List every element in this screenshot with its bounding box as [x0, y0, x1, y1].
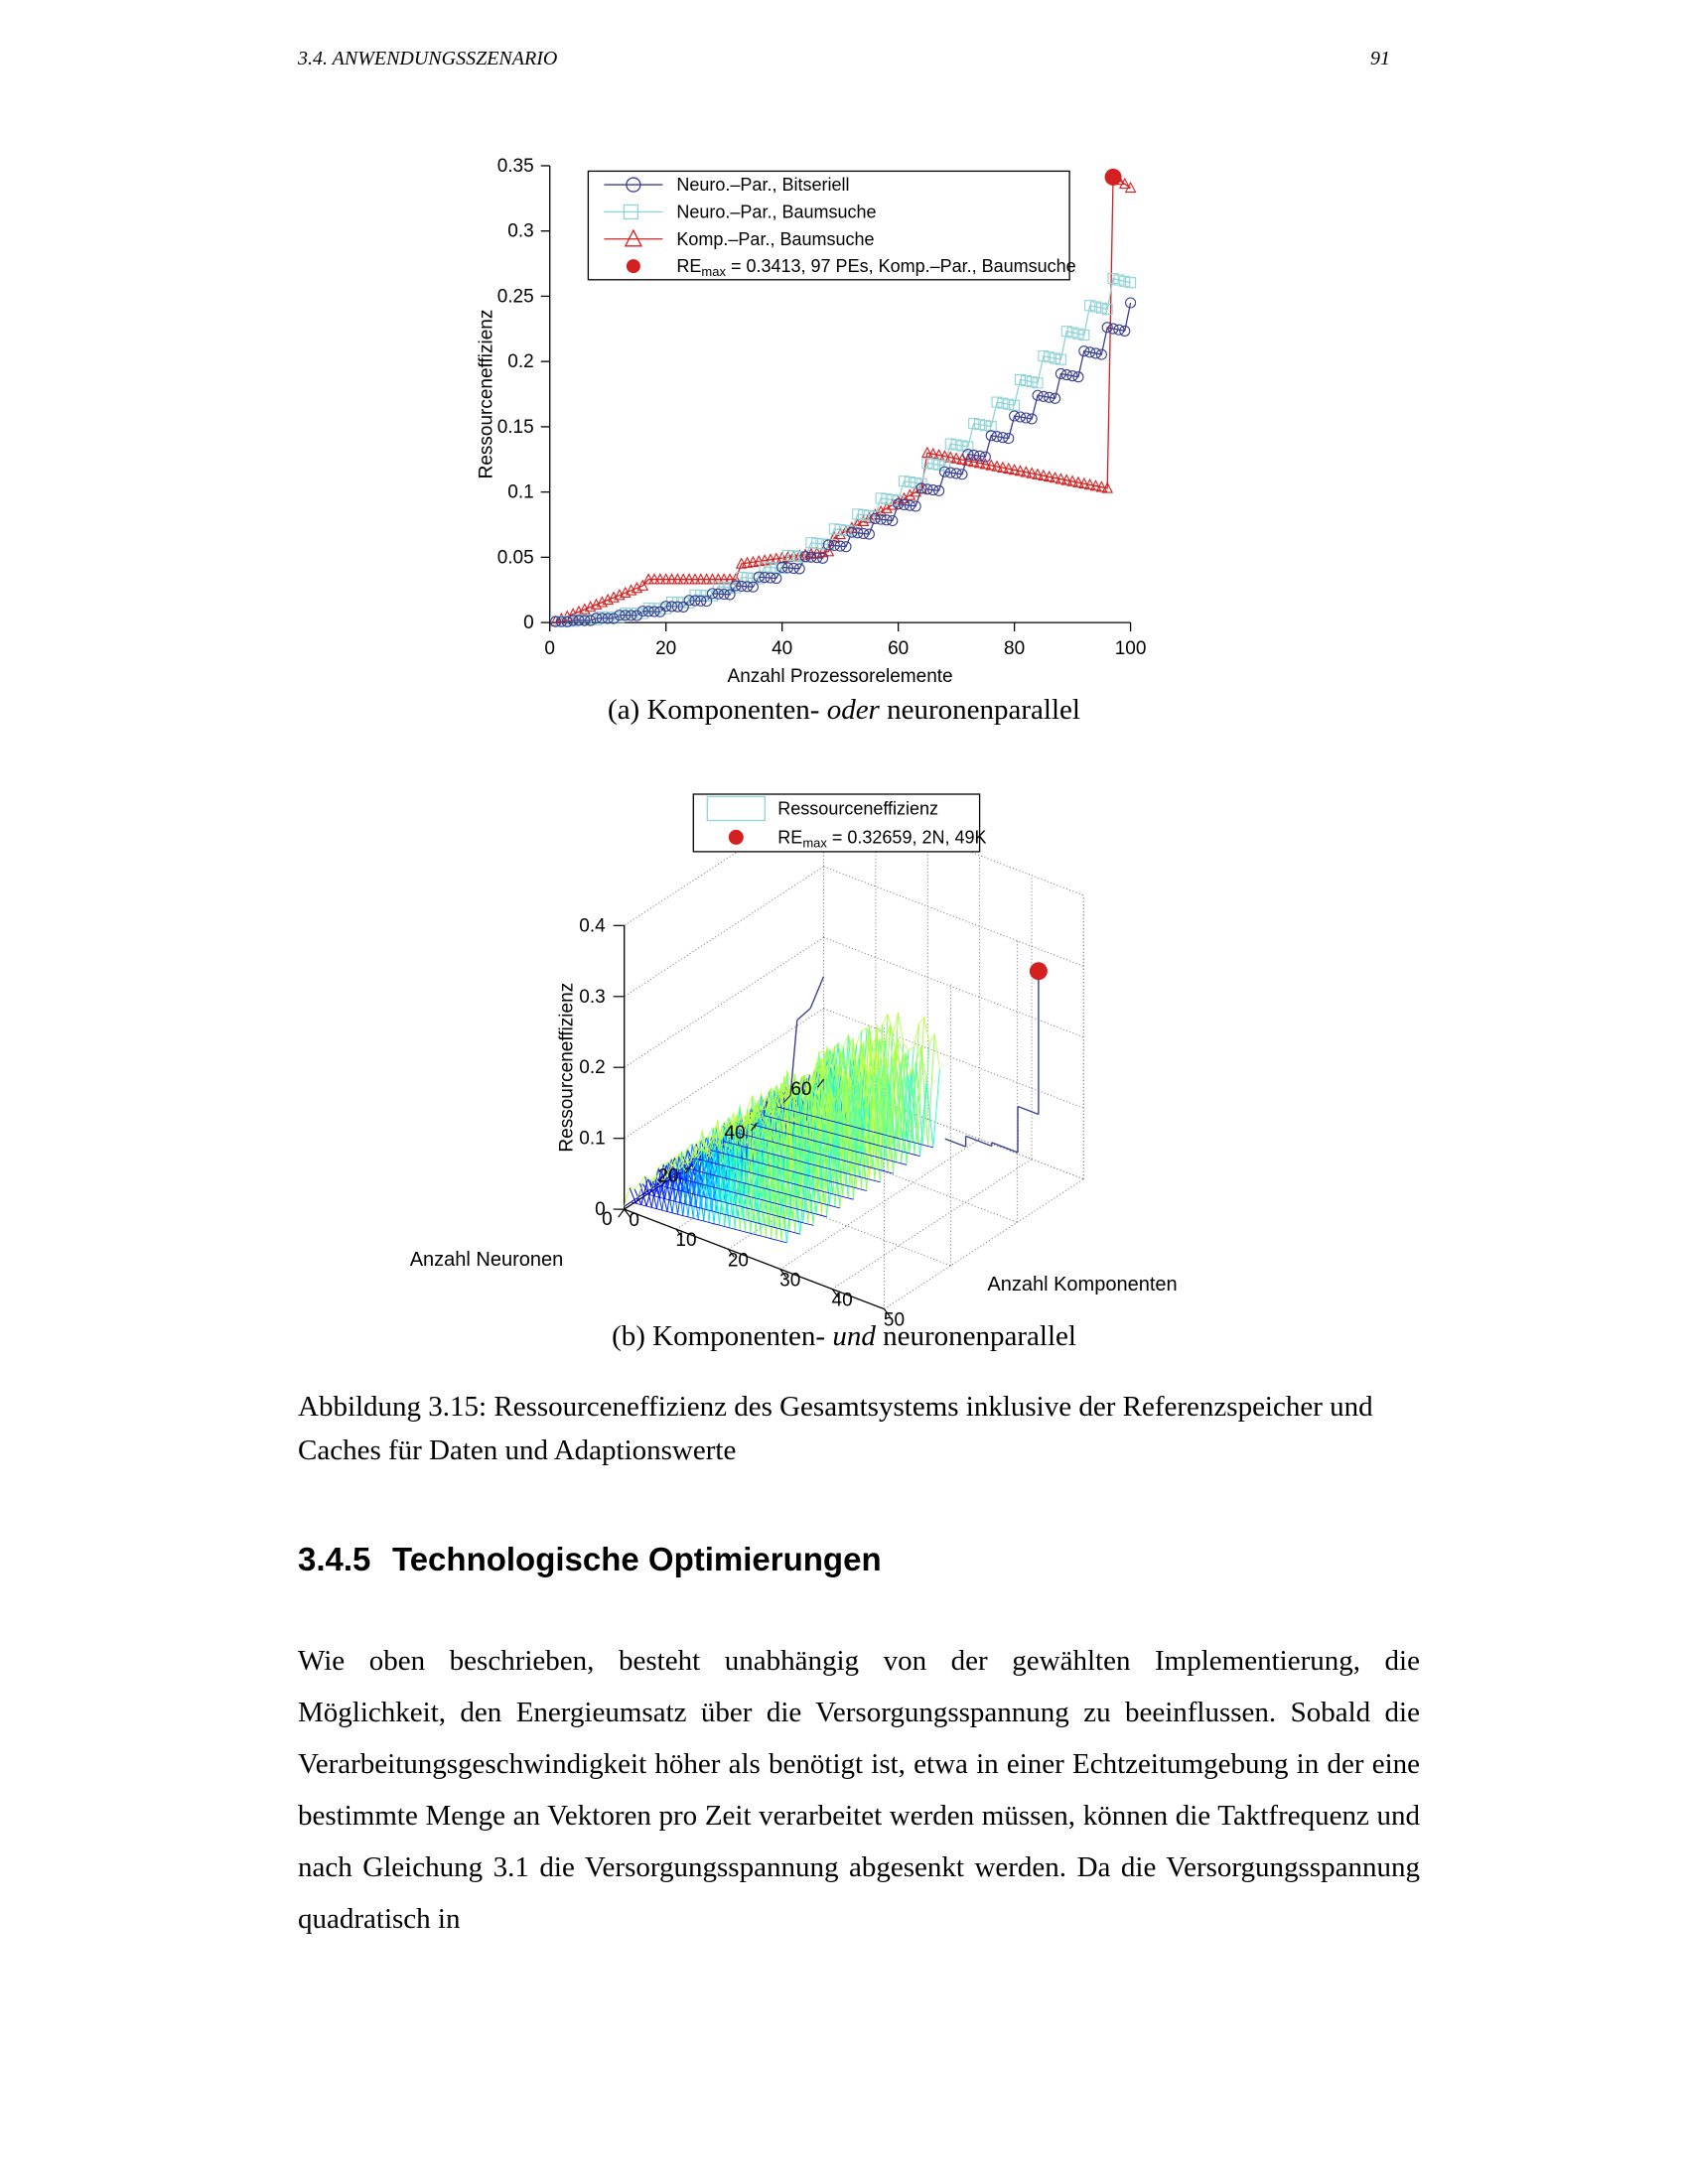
svg-text:Ressourceneffizienz: Ressourceneffizienz	[557, 983, 578, 1153]
svg-text:0.2: 0.2	[579, 1057, 605, 1078]
svg-text:40: 40	[832, 1291, 853, 1311]
svg-text:20: 20	[657, 1166, 678, 1187]
svg-text:0.4: 0.4	[579, 915, 606, 936]
svg-text:Anzahl Komponenten: Anzahl Komponenten	[987, 1274, 1177, 1296]
svg-text:Anzahl Neuronen: Anzahl Neuronen	[410, 1249, 564, 1271]
svg-text:Ressourceneffizienz: Ressourceneffizienz	[777, 798, 938, 818]
svg-text:0: 0	[602, 1209, 613, 1230]
svg-text:0: 0	[629, 1210, 639, 1231]
svg-text:0.1: 0.1	[579, 1129, 605, 1150]
svg-text:30: 30	[779, 1270, 800, 1291]
svg-text:10: 10	[675, 1230, 696, 1251]
svg-text:20: 20	[728, 1250, 749, 1271]
svg-text:0.3: 0.3	[579, 987, 605, 1008]
svg-text:60: 60	[790, 1079, 811, 1100]
svg-text:40: 40	[724, 1123, 745, 1144]
